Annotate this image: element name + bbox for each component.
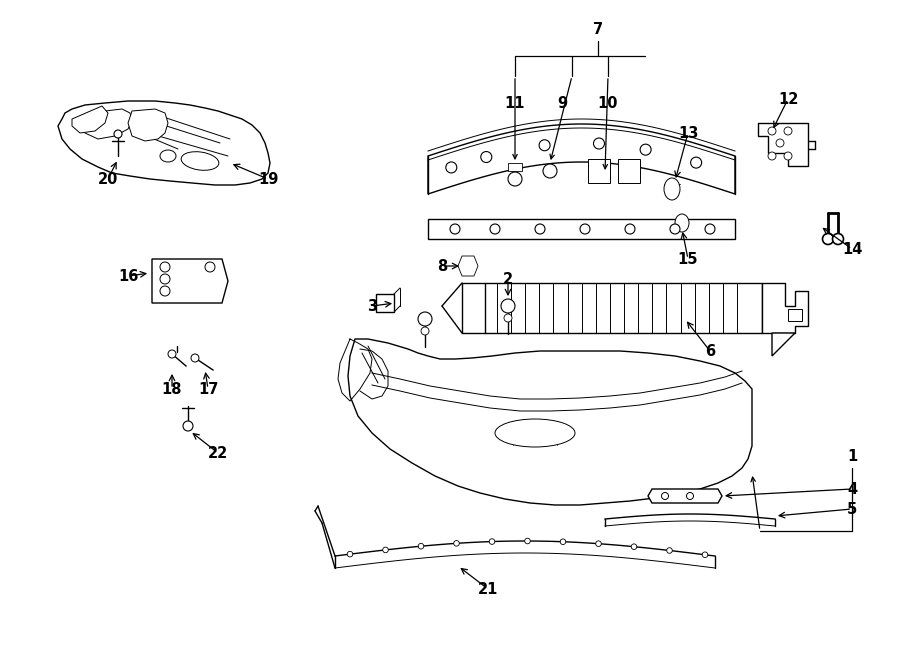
Circle shape [508,172,522,186]
Circle shape [539,139,550,151]
Circle shape [625,224,635,234]
Circle shape [183,421,193,431]
Text: 16: 16 [118,268,139,284]
Circle shape [543,164,557,178]
Polygon shape [82,109,132,139]
Circle shape [596,541,601,547]
Text: 12: 12 [778,91,798,106]
Text: 8: 8 [436,258,447,274]
Circle shape [160,262,170,272]
Circle shape [631,544,637,549]
Circle shape [347,551,353,557]
Circle shape [832,233,843,245]
Ellipse shape [675,214,689,232]
Circle shape [160,274,170,284]
Text: 18: 18 [162,381,182,397]
Polygon shape [508,163,522,171]
Circle shape [490,224,500,234]
Text: 19: 19 [257,171,278,186]
Circle shape [454,541,459,546]
Ellipse shape [181,152,219,171]
Circle shape [702,552,707,558]
Polygon shape [128,109,168,141]
Circle shape [670,224,680,234]
Circle shape [205,262,215,272]
Circle shape [580,224,590,234]
Polygon shape [152,259,228,303]
Text: 7: 7 [593,22,603,36]
Polygon shape [428,124,735,194]
Circle shape [421,327,429,335]
Circle shape [768,152,776,160]
Text: 4: 4 [847,481,857,496]
Circle shape [490,539,495,545]
Ellipse shape [495,419,575,447]
Circle shape [593,138,605,149]
Circle shape [640,144,651,155]
Circle shape [461,259,475,273]
Polygon shape [376,294,394,312]
Text: 3: 3 [367,299,377,313]
Circle shape [768,127,776,135]
Circle shape [446,162,457,173]
Circle shape [823,233,833,245]
Text: 20: 20 [98,171,118,186]
Circle shape [667,548,672,553]
Circle shape [776,139,784,147]
Text: 13: 13 [678,126,698,141]
Circle shape [705,224,715,234]
Polygon shape [648,489,722,503]
Circle shape [687,492,694,500]
Text: 17: 17 [198,381,218,397]
Text: 10: 10 [598,95,618,110]
Polygon shape [762,283,808,333]
Circle shape [504,314,512,322]
Polygon shape [772,333,795,356]
Polygon shape [428,219,735,239]
Circle shape [418,312,432,326]
Polygon shape [58,101,270,185]
Text: 15: 15 [678,251,698,266]
Circle shape [168,350,176,358]
Circle shape [560,539,566,545]
Circle shape [535,224,545,234]
Circle shape [662,492,669,500]
Polygon shape [758,123,808,166]
Circle shape [191,354,199,362]
Circle shape [418,543,424,549]
Polygon shape [485,283,762,333]
Circle shape [450,224,460,234]
Polygon shape [72,106,108,133]
Polygon shape [618,159,640,183]
Circle shape [501,299,515,313]
Polygon shape [588,159,610,183]
Text: 2: 2 [503,272,513,286]
Text: 9: 9 [557,95,567,110]
Text: 22: 22 [208,446,228,461]
Circle shape [160,286,170,296]
Polygon shape [348,339,752,505]
Text: 6: 6 [705,344,716,358]
Circle shape [525,538,530,544]
Polygon shape [788,309,802,321]
Text: 5: 5 [847,502,857,516]
Text: 1: 1 [847,449,857,463]
Circle shape [114,130,122,138]
Ellipse shape [160,150,176,162]
Circle shape [784,152,792,160]
Circle shape [481,151,491,163]
Polygon shape [458,256,478,276]
Circle shape [690,157,702,168]
Text: 14: 14 [842,241,862,256]
Circle shape [784,127,792,135]
Circle shape [382,547,388,553]
Ellipse shape [664,178,680,200]
Text: 11: 11 [505,95,526,110]
Text: 21: 21 [478,582,499,596]
